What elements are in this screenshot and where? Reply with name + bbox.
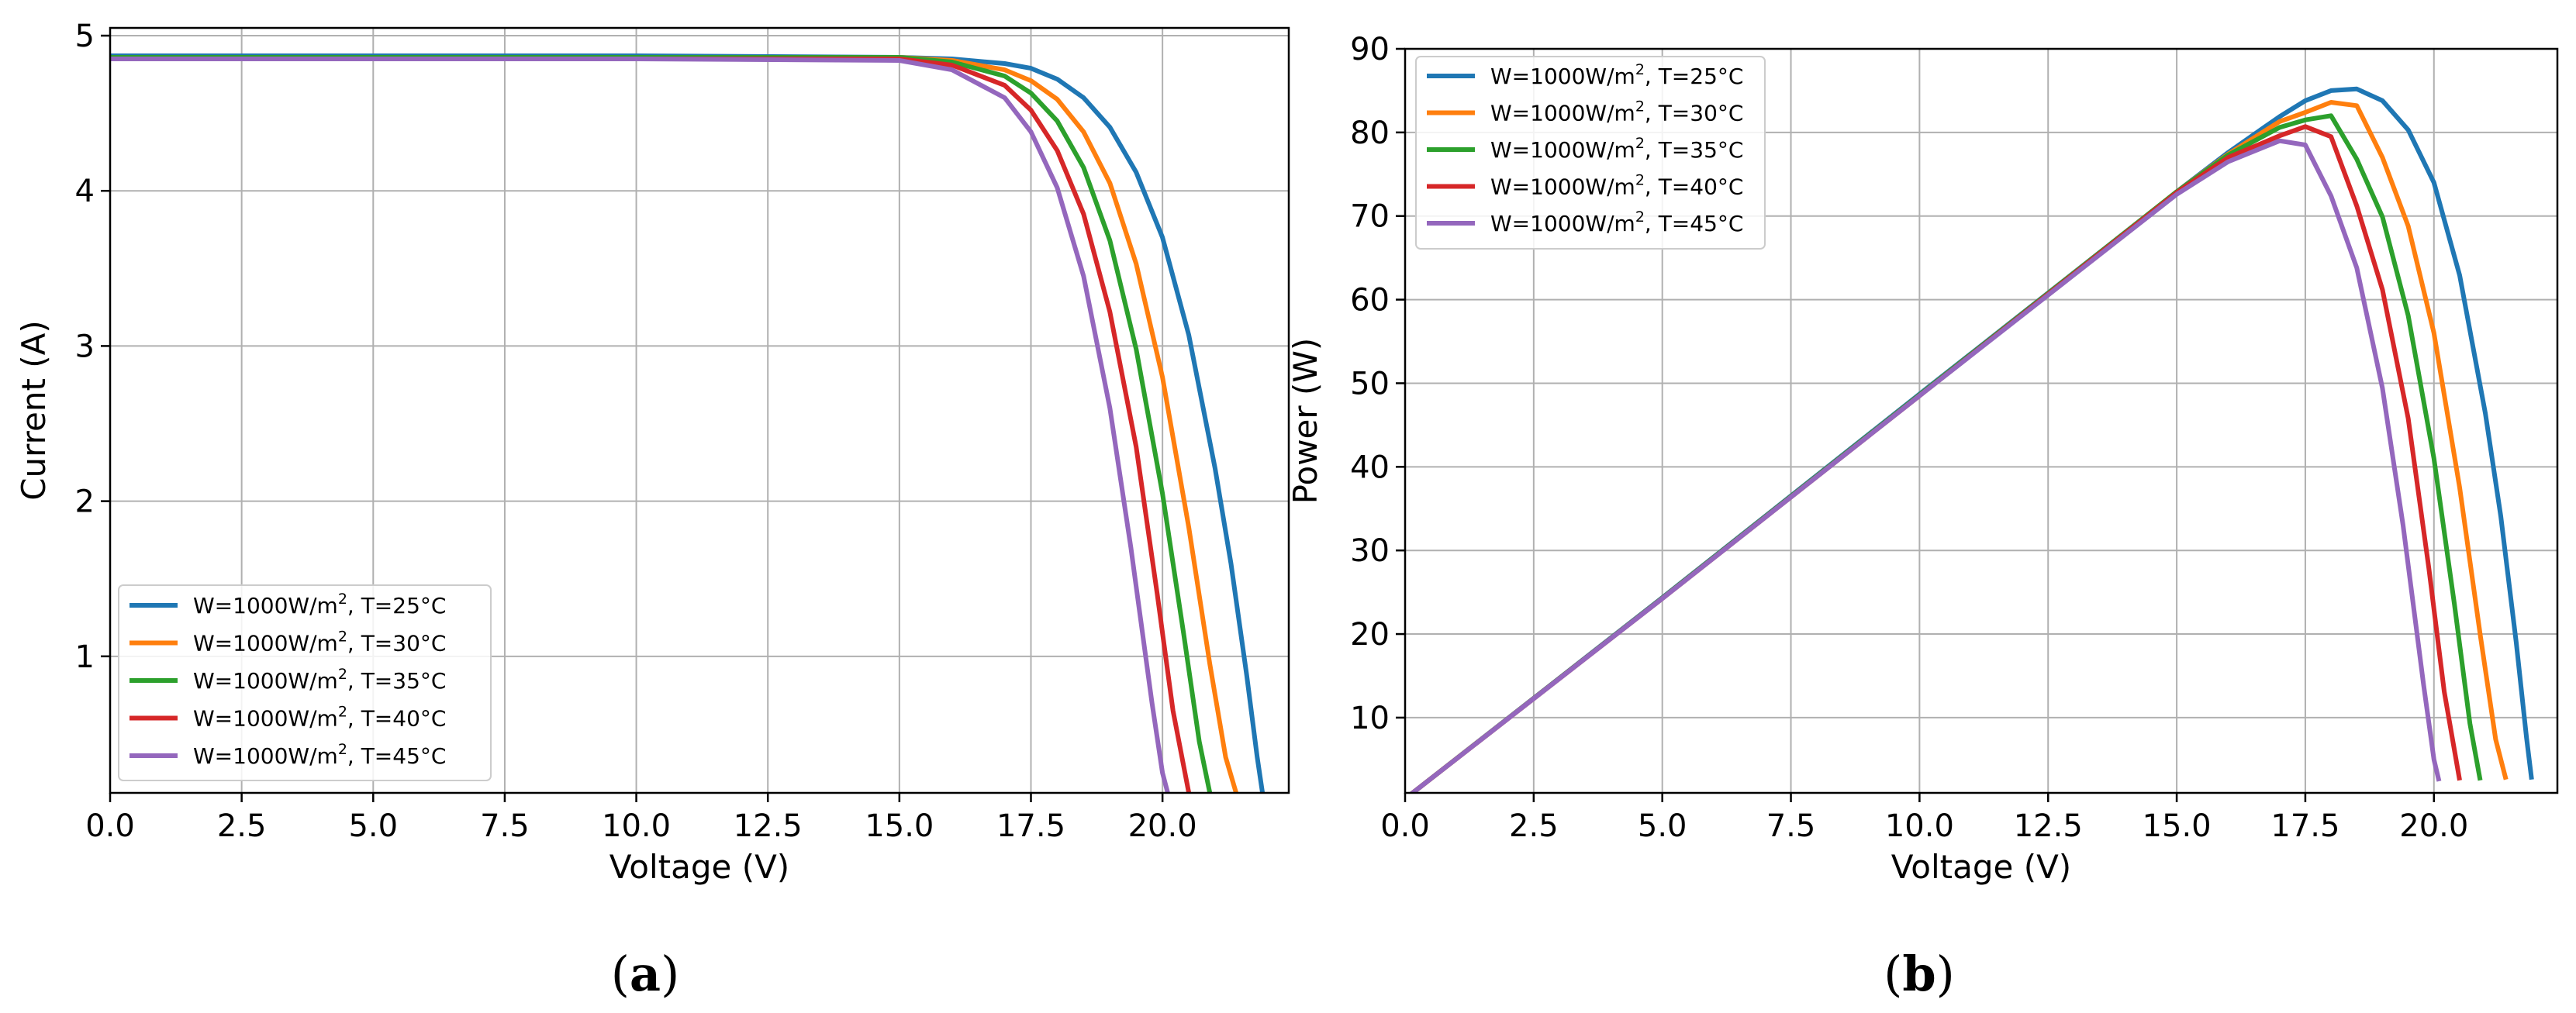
x-tick-label: 2.5 <box>217 808 267 844</box>
legend-item: W=1000W/m2, T=40°C <box>1427 172 1743 200</box>
legend-label: W=1000W/m2, T=45°C <box>1490 208 1743 236</box>
x-tick-label: 17.5 <box>996 808 1065 844</box>
y-tick-label: 50 <box>1350 366 1390 401</box>
y-tick-label: 40 <box>1350 450 1390 485</box>
x-tick-label: 20.0 <box>2399 808 2468 844</box>
legend-box <box>1415 56 1766 250</box>
legend-item: W=1000W/m2, T=40°C <box>129 704 446 732</box>
x-tick-label: 12.5 <box>2014 808 2083 844</box>
x-tick-label: 0.0 <box>85 808 135 844</box>
series-group-b <box>1408 86 2534 793</box>
panel-b-pv-chart: 0.0 2.5 5.0 7.5 10.0 12.5 15.0 17.5 20.0 10 20 30 40… <box>1286 32 2559 886</box>
legend-label: W=1000W/m2, T=25°C <box>1490 61 1743 89</box>
legend-b: W=1000W/m2, T=25°C W=1000W/m2, T=30°C W=10… <box>1415 56 1766 250</box>
x-tick-label: 10.0 <box>1885 808 1954 844</box>
x-tick-label: 20.0 <box>1128 808 1197 844</box>
legend-item: W=1000W/m2, T=45°C <box>1427 208 1743 236</box>
x-tick-label: 7.5 <box>1766 808 1816 844</box>
series-line-5 <box>1408 138 2442 793</box>
legend-label: W=1000W/m2, T=45°C <box>193 741 446 769</box>
y-axis-label: Power (W) <box>1286 338 1324 505</box>
y-tick-label: 10 <box>1350 701 1390 736</box>
x-tick-label: 12.5 <box>734 808 803 844</box>
legend-item: W=1000W/m2, T=45°C <box>129 741 446 769</box>
legend-item: W=1000W/m2, T=35°C <box>1427 135 1743 163</box>
legend-label: W=1000W/m2, T=35°C <box>193 666 446 694</box>
x-tick-label: 5.0 <box>1638 808 1687 844</box>
legend-box <box>118 584 492 781</box>
y-tick-label: 3 <box>75 329 95 364</box>
x-tick-label: 17.5 <box>2270 808 2339 844</box>
caption-a: (a) <box>611 946 680 1002</box>
series-group-a <box>110 53 1266 793</box>
x-tick-label: 5.0 <box>348 808 398 844</box>
axes-frame-b <box>1404 47 2559 794</box>
y-tick-label: 90 <box>1350 32 1390 67</box>
legend-label: W=1000W/m2, T=30°C <box>1490 98 1743 126</box>
y-tick-label: 5 <box>75 19 95 54</box>
y-tick-label: 2 <box>75 484 95 520</box>
legend-label: W=1000W/m2, T=35°C <box>1490 135 1743 163</box>
legend-item: W=1000W/m2, T=25°C <box>129 591 446 618</box>
x-tick-label: 7.5 <box>480 808 530 844</box>
x-tick-label: 10.0 <box>602 808 671 844</box>
x-tick-label: 0.0 <box>1380 808 1430 844</box>
series-line-5 <box>110 57 1170 793</box>
y-tick-label: 70 <box>1350 199 1390 235</box>
x-axis-label: Voltage (V) <box>609 848 789 886</box>
x-tick-label: 15.0 <box>2143 808 2212 844</box>
legend-label: W=1000W/m2, T=25°C <box>193 591 446 618</box>
legend-label: W=1000W/m2, T=30°C <box>193 629 446 656</box>
legend-item: W=1000W/m2, T=35°C <box>129 666 446 694</box>
axes-frame-a <box>109 26 1290 794</box>
legend-item: W=1000W/m2, T=25°C <box>1427 61 1743 89</box>
legend-a: W=1000W/m2, T=25°C W=1000W/m2, T=30°C W=10… <box>118 584 492 781</box>
y-axis-label: Current (A) <box>15 320 53 501</box>
legend-label: W=1000W/m2, T=40°C <box>193 704 446 732</box>
legend-label: W=1000W/m2, T=40°C <box>1490 172 1743 200</box>
legend-item: W=1000W/m2, T=30°C <box>1427 98 1743 126</box>
y-tick-label: 4 <box>75 174 95 209</box>
y-tick-label: 60 <box>1350 283 1390 319</box>
x-tick-label: 2.5 <box>1509 808 1559 844</box>
legend-item: W=1000W/m2, T=30°C <box>129 629 446 656</box>
y-tick-label: 20 <box>1350 617 1390 653</box>
panel-a-iv-chart: 0.0 2.5 5.0 7.5 10.0 12.5 15.0 17.5 20.0 1 2 3 4 5 Vol… <box>15 19 1290 886</box>
caption-b: (b) <box>1884 946 1955 1002</box>
x-axis-label: Voltage (V) <box>1891 848 2071 886</box>
y-tick-label: 80 <box>1350 115 1390 151</box>
y-tick-label: 1 <box>75 639 95 675</box>
x-tick-label: 15.0 <box>865 808 934 844</box>
y-tick-label: 30 <box>1350 533 1390 569</box>
